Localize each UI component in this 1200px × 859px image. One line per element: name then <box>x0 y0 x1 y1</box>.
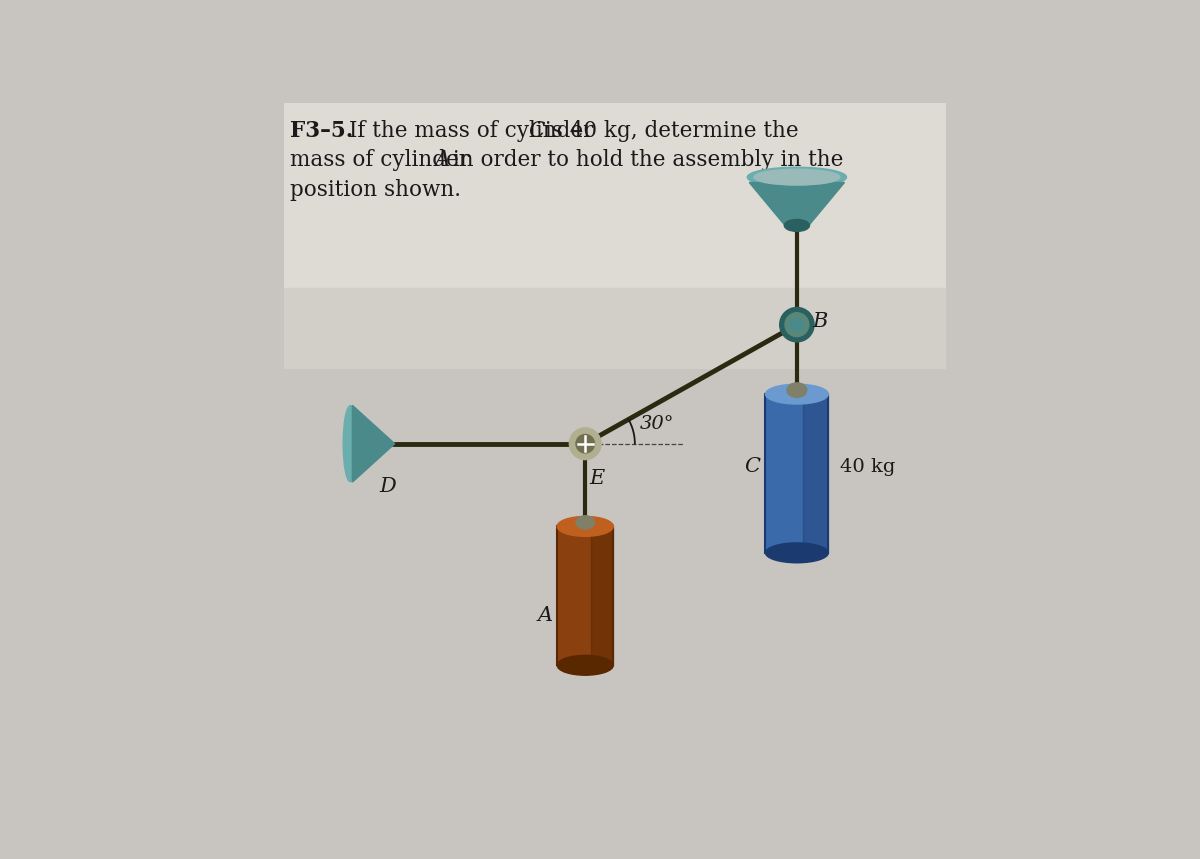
FancyBboxPatch shape <box>557 527 613 665</box>
Text: in order to hold the assembly in the: in order to hold the assembly in the <box>445 149 844 172</box>
Text: B: B <box>812 312 828 331</box>
Circle shape <box>791 318 804 332</box>
Text: C: C <box>528 119 544 142</box>
Text: E: E <box>589 469 605 488</box>
Ellipse shape <box>766 543 828 563</box>
Text: A: A <box>538 606 553 625</box>
Text: F3–5.: F3–5. <box>289 119 353 142</box>
Text: A: A <box>436 149 450 172</box>
Ellipse shape <box>557 516 613 536</box>
Circle shape <box>785 313 809 337</box>
Text: is 40 kg, determine the: is 40 kg, determine the <box>539 119 799 142</box>
Text: 40 kg: 40 kg <box>840 458 895 476</box>
Text: D: D <box>379 478 396 497</box>
Bar <box>284 289 946 368</box>
Ellipse shape <box>766 384 828 404</box>
Text: C: C <box>744 457 760 477</box>
FancyBboxPatch shape <box>766 394 828 553</box>
Bar <box>284 103 946 289</box>
Text: mass of cylinder: mass of cylinder <box>289 149 475 172</box>
Ellipse shape <box>343 405 358 482</box>
Ellipse shape <box>557 655 613 675</box>
Ellipse shape <box>787 383 806 398</box>
Circle shape <box>780 308 814 342</box>
Text: position shown.: position shown. <box>289 180 461 201</box>
Ellipse shape <box>748 168 846 187</box>
Polygon shape <box>803 394 828 553</box>
Circle shape <box>576 435 594 453</box>
Polygon shape <box>590 527 613 665</box>
Ellipse shape <box>785 220 810 231</box>
Ellipse shape <box>576 515 594 529</box>
Circle shape <box>569 428 601 460</box>
Text: 30°: 30° <box>640 415 674 433</box>
Ellipse shape <box>754 169 840 185</box>
Polygon shape <box>353 405 395 482</box>
Polygon shape <box>749 182 845 225</box>
Text: If the mass of cylinder: If the mass of cylinder <box>349 119 600 142</box>
